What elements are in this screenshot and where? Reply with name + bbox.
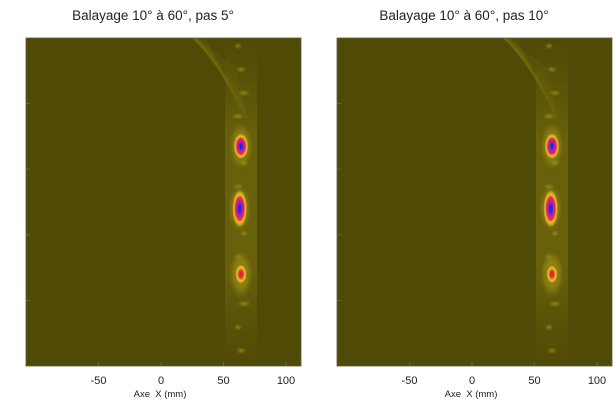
panel-2-background	[337, 38, 612, 366]
artifact-ripple	[235, 65, 247, 74]
panel-1-x-axis-label: Axe X (mm)	[134, 389, 187, 400]
artifact-streak	[502, 38, 552, 84]
defect-echo-1	[233, 132, 249, 161]
panel-2-x-tick-label-4: 100	[588, 375, 606, 387]
artifact-streak	[510, 38, 558, 114]
panel-1-x-tick-label-2: 0	[158, 375, 164, 387]
artifact-ripple	[541, 112, 557, 121]
panel-2-x-tick-label-2: 0	[469, 375, 475, 387]
panel-2-x-axis-label: Axe X (mm)	[445, 389, 498, 400]
panel-2-plot-area	[337, 38, 612, 366]
panel-1-hotspots	[225, 118, 255, 303]
defect-echo-3	[545, 263, 559, 285]
artifact-ripple	[544, 323, 554, 332]
panel-1-plot-area	[26, 38, 301, 366]
artifact-ripple	[546, 346, 558, 355]
defect-echo-3	[234, 262, 248, 286]
artifact-streak	[199, 38, 247, 114]
artifact-ripple	[233, 42, 243, 50]
panel-1-y-ticks	[26, 103, 30, 301]
artifact-ripple	[230, 112, 246, 121]
panel-1-x-tick-label-3: 50	[217, 375, 229, 387]
artifact-ripple	[546, 65, 558, 74]
panel-1-title: Balayage 10° à 60°, pas 5°	[72, 8, 234, 23]
heatmap-panel-2: Balayage 10° à 60°, pas 10° -50 0 50 100…	[336, 8, 613, 400]
panel-1-x-tick-label-1: -50	[91, 375, 107, 387]
artifact-streak	[194, 38, 244, 102]
defect-echo-1	[544, 132, 560, 161]
artifact-streak	[503, 38, 554, 96]
artifact-ripple	[233, 323, 243, 332]
panel-2-title: Balayage 10° à 60°, pas 10°	[379, 8, 548, 23]
artifact-streak	[196, 38, 246, 108]
artifact-streak	[192, 38, 243, 96]
panel-2-frame	[336, 37, 613, 367]
artifact-ripple	[544, 42, 554, 50]
heatmap-panel-1: Balayage 10° à 60°, pas 5° -50 0 50 100 …	[25, 8, 302, 400]
panel-2-x-tick-label-1: -50	[402, 375, 418, 387]
artifact-ripple	[235, 346, 247, 355]
artifact-streak	[513, 38, 559, 120]
artifact-streak	[191, 38, 241, 84]
panel-1-x-tick-label-4: 100	[277, 375, 295, 387]
panel-1-x-ticks: -50 0 50 100	[91, 362, 295, 387]
defect-echo-2	[231, 188, 248, 229]
artifact-ripple	[548, 88, 562, 97]
artifact-streak	[191, 38, 242, 90]
artifact-streak	[507, 38, 557, 108]
artifact-streak	[202, 38, 248, 120]
panel-1-frame	[25, 37, 302, 367]
artifact-streak	[502, 38, 553, 90]
panel-1-background	[26, 38, 301, 366]
artifact-ripple	[237, 88, 251, 97]
defect-echo-2	[542, 188, 559, 229]
panel-2-x-ticks: -50 0 50 100	[402, 362, 606, 387]
artifact-streak	[505, 38, 555, 102]
artifact-streak	[502, 38, 550, 78]
artifact-streak	[191, 38, 239, 78]
panel-2-x-tick-label-3: 50	[528, 375, 540, 387]
panel-2-hotspots	[536, 118, 566, 303]
panel-2-y-ticks	[337, 103, 341, 301]
